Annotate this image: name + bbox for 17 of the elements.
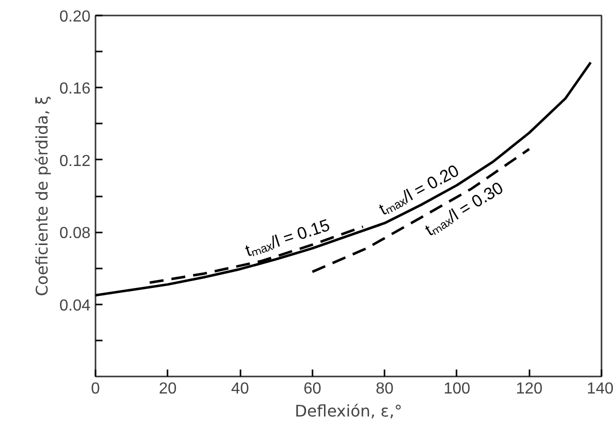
- x-tick-label: 120: [516, 380, 543, 398]
- y-axis-title: Coeficiente de pérdida, ξ: [32, 96, 52, 296]
- x-tick-label: 140: [586, 380, 613, 398]
- text: tₘₐₓ/l = 0.15: [242, 216, 332, 260]
- x-axis-title: Deflexión, ε,°: [294, 402, 402, 420]
- y-tick-label: 0.20: [59, 8, 91, 26]
- y-tick-label: 0.08: [59, 225, 91, 242]
- x-tick-label: 60: [303, 380, 322, 398]
- line-series: [96, 61, 592, 297]
- x-tick-label: 100: [444, 380, 470, 398]
- x-tick-label: 0: [91, 380, 100, 398]
- x-tick-label: 80: [376, 380, 394, 398]
- x-tick-label: 40: [231, 380, 250, 398]
- y-tick-label: 0.04: [59, 297, 91, 314]
- y-tick-label: 0.16: [59, 80, 91, 98]
- y-tick-label: 0.12: [59, 152, 91, 170]
- x-tick-label: 20: [158, 380, 177, 398]
